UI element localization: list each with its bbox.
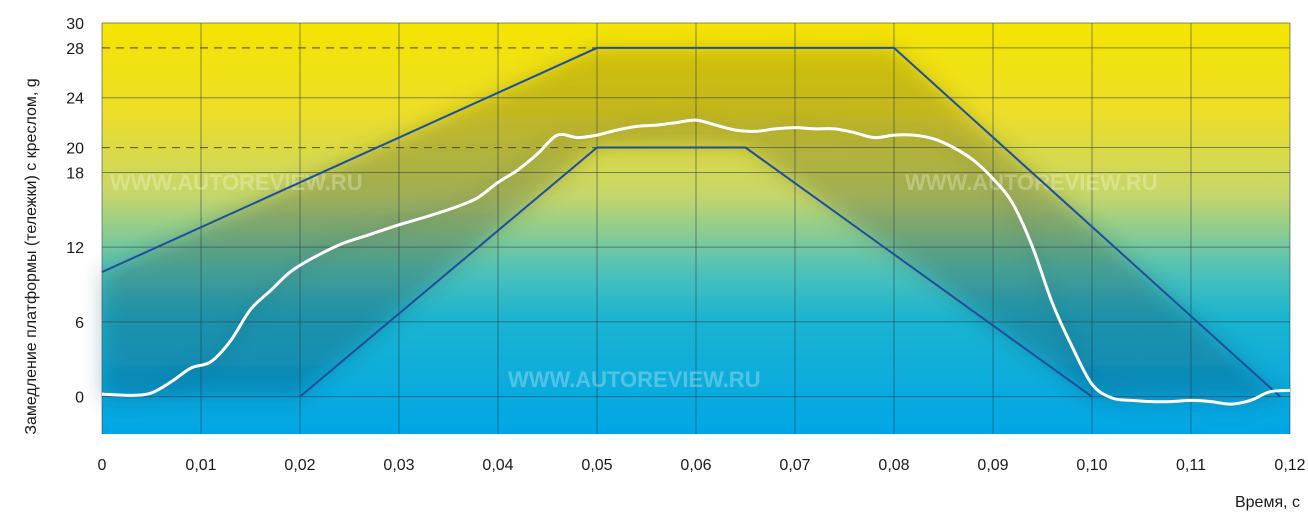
watermark-text: WWW.AUTOREVIEW.RU bbox=[110, 170, 363, 195]
y-tick-label: 24 bbox=[66, 91, 84, 108]
watermark-text: WWW.AUTOREVIEW.RU bbox=[905, 170, 1158, 195]
measured-curve-line bbox=[101, 118, 1291, 406]
y-tick-label: 18 bbox=[66, 165, 84, 182]
x-tick-label: 0,06 bbox=[680, 457, 711, 474]
y-tick-label: 0 bbox=[75, 390, 84, 407]
upper-corridor-line bbox=[101, 46, 1281, 398]
y-tick-label: 20 bbox=[66, 141, 84, 158]
x-tick-label: 0,03 bbox=[383, 457, 414, 474]
y-tick-label: 6 bbox=[75, 315, 84, 332]
x-tick-label: 0,11 bbox=[1176, 457, 1206, 474]
x-tick-label: 0,02 bbox=[284, 457, 315, 474]
y-tick-label: 30 bbox=[66, 16, 84, 33]
watermark-text: WWW.AUTOREVIEW.RU bbox=[508, 367, 761, 392]
x-tick-label: 0,12 bbox=[1274, 457, 1305, 474]
y-axis-title: Замедление платформы (тележки) с креслом… bbox=[23, 78, 40, 434]
x-axis-title: Время, с bbox=[1235, 494, 1300, 511]
y-tick-label: 28 bbox=[66, 41, 84, 58]
x-tick-label: 0,05 bbox=[581, 457, 612, 474]
x-tick-label: 0 bbox=[98, 457, 107, 474]
x-tick-label: 0,10 bbox=[1076, 457, 1107, 474]
lower-corridor-line bbox=[299, 146, 1093, 398]
x-tick-label: 0,01 bbox=[185, 457, 216, 474]
corridor-shade bbox=[102, 47, 1281, 397]
x-tick-label: 0,04 bbox=[482, 457, 513, 474]
x-tick-label: 0,08 bbox=[878, 457, 909, 474]
y-tick-label: 12 bbox=[66, 240, 84, 257]
x-tick-label: 0,07 bbox=[779, 457, 810, 474]
x-tick-label: 0,09 bbox=[977, 457, 1008, 474]
